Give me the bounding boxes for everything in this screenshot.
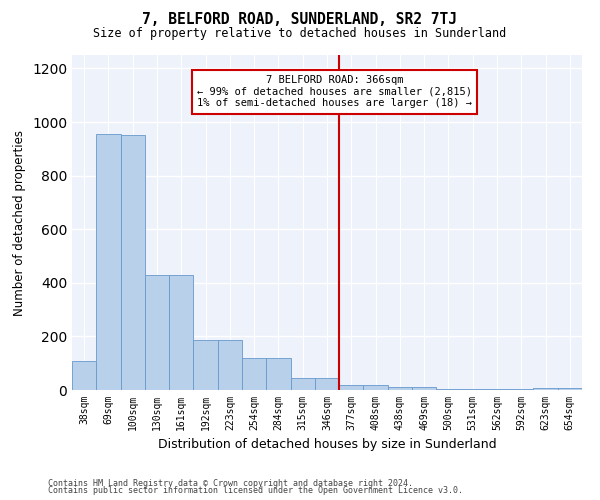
Bar: [461, 388, 485, 390]
Bar: [558, 388, 582, 390]
Bar: [436, 388, 461, 390]
Bar: [339, 384, 364, 390]
Bar: [364, 384, 388, 390]
Text: 7, BELFORD ROAD, SUNDERLAND, SR2 7TJ: 7, BELFORD ROAD, SUNDERLAND, SR2 7TJ: [143, 12, 458, 28]
Text: Size of property relative to detached houses in Sunderland: Size of property relative to detached ho…: [94, 28, 506, 40]
Bar: [290, 378, 315, 390]
Text: Contains public sector information licensed under the Open Government Licence v3: Contains public sector information licen…: [48, 486, 463, 495]
Text: 7 BELFORD ROAD: 366sqm
← 99% of detached houses are smaller (2,815)
1% of semi-d: 7 BELFORD ROAD: 366sqm ← 99% of detached…: [197, 75, 472, 108]
Bar: [315, 378, 339, 390]
Bar: [96, 134, 121, 390]
Text: Contains HM Land Registry data © Crown copyright and database right 2024.: Contains HM Land Registry data © Crown c…: [48, 478, 413, 488]
Bar: [145, 275, 169, 390]
Bar: [242, 358, 266, 390]
Bar: [266, 358, 290, 390]
Bar: [72, 360, 96, 390]
Bar: [388, 388, 412, 390]
Bar: [218, 340, 242, 390]
Bar: [412, 388, 436, 390]
X-axis label: Distribution of detached houses by size in Sunderland: Distribution of detached houses by size …: [158, 438, 496, 452]
Bar: [193, 340, 218, 390]
Bar: [533, 388, 558, 390]
Y-axis label: Number of detached properties: Number of detached properties: [13, 130, 26, 316]
Bar: [121, 136, 145, 390]
Bar: [169, 275, 193, 390]
